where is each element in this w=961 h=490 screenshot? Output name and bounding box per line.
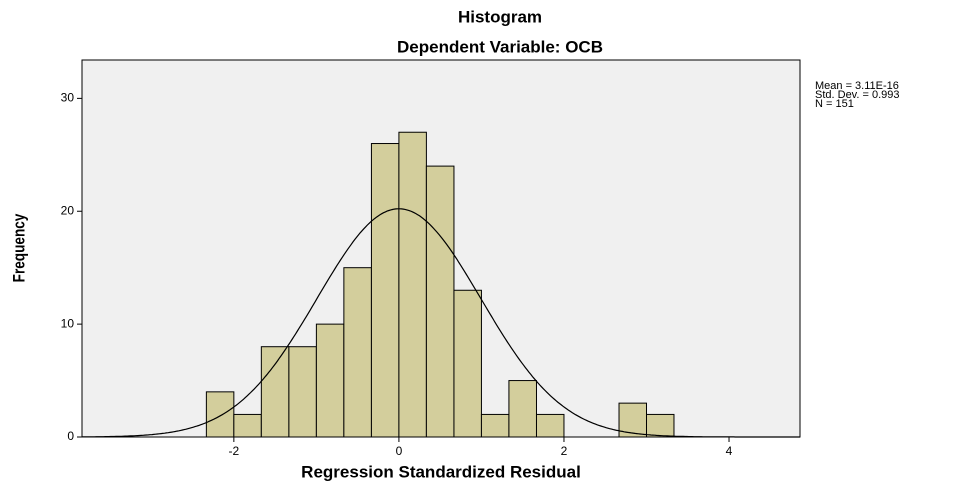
bar <box>398 131 427 438</box>
bar <box>205 391 235 438</box>
bar <box>453 289 482 438</box>
stat-label: Mean = 3.11E-16 <box>815 80 899 92</box>
x-tick-label: 0 <box>396 444 403 458</box>
bar <box>343 267 372 438</box>
chart-title: Histogram <box>458 7 542 26</box>
bar <box>260 346 290 438</box>
y-axis-label: Frequency <box>10 213 29 282</box>
y-tick-label: 10 <box>61 316 75 330</box>
bar <box>315 323 345 438</box>
bar <box>288 346 317 438</box>
stat-label: Std. Dev. = 0.993 <box>815 89 900 101</box>
y-tick-label: 0 <box>67 429 74 443</box>
stat-label: N = 151 <box>815 98 854 110</box>
bar <box>233 413 262 438</box>
chart-subtitle: Dependent Variable: OCB <box>397 37 603 56</box>
y-tick-label: 30 <box>61 91 75 105</box>
normal-curve <box>82 208 800 438</box>
bar <box>425 165 455 438</box>
x-tick-label: -2 <box>229 444 240 458</box>
x-axis-label: Regression Standardized Residual <box>301 462 581 481</box>
x-tick-label: 2 <box>561 444 568 458</box>
x-tick-label: 4 <box>726 444 733 458</box>
bar <box>645 413 675 438</box>
bar <box>480 413 510 438</box>
bar <box>508 380 537 438</box>
bar <box>370 143 400 438</box>
y-tick-label: 20 <box>61 203 75 217</box>
bar <box>535 413 565 438</box>
plot-border <box>81 59 801 438</box>
